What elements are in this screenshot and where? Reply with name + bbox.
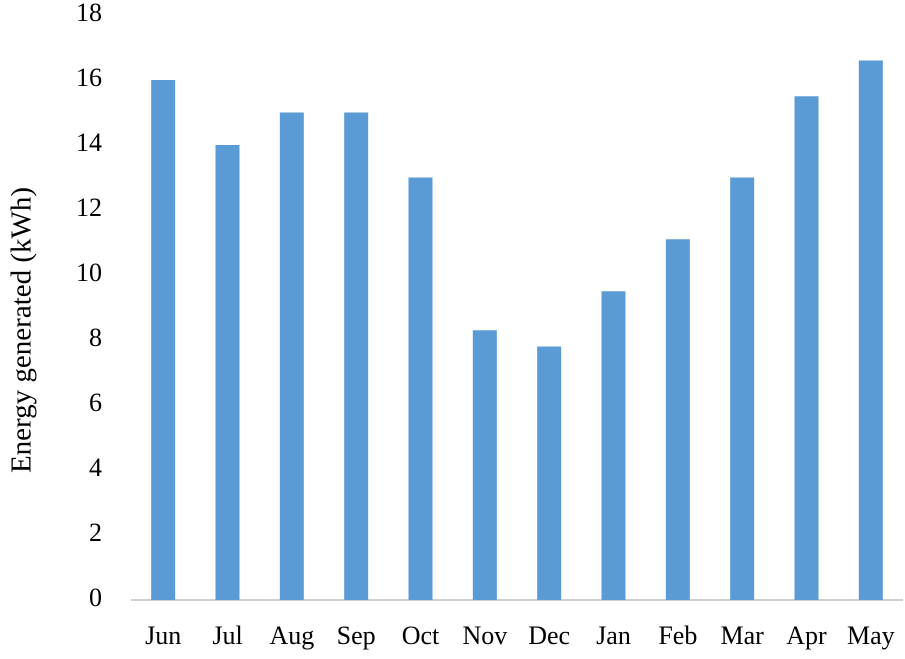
x-tick-label: Jun (145, 621, 181, 650)
bar (472, 330, 497, 600)
x-tick-label: Apr (786, 621, 827, 650)
x-tick-label: May (847, 621, 895, 650)
x-tick-label: Dec (528, 621, 570, 650)
y-tick-label: 2 (89, 518, 102, 547)
x-tick-label: Nov (462, 621, 507, 650)
x-tick-label: Aug (269, 621, 314, 650)
y-tick-label: 18 (76, 0, 102, 27)
x-tick-label: Sep (337, 621, 376, 650)
y-tick-label: 4 (89, 453, 102, 482)
bar (665, 239, 690, 600)
x-tick-label: Feb (658, 621, 697, 650)
bar (537, 346, 562, 600)
y-tick-label: 16 (76, 63, 102, 92)
bar (730, 177, 755, 600)
bar (408, 177, 433, 600)
y-tick-label: 12 (76, 193, 102, 222)
y-tick-label: 0 (89, 583, 102, 612)
bar (794, 96, 819, 600)
x-tick-label: Mar (721, 621, 765, 650)
x-tick-label: Jan (596, 621, 631, 650)
bar (215, 145, 240, 600)
bar (858, 60, 883, 600)
y-tick-label: 10 (76, 258, 102, 287)
bar (151, 80, 176, 600)
x-tick-label: Oct (402, 621, 440, 650)
y-tick-label: 14 (76, 128, 102, 157)
bar (344, 112, 369, 600)
y-axis-label: Energy generated (kWh) (6, 187, 38, 473)
bar (279, 112, 304, 600)
x-tick-label: Jul (212, 621, 242, 650)
y-tick-label: 6 (89, 388, 102, 417)
bar (601, 291, 626, 600)
y-tick-label: 8 (89, 323, 102, 352)
